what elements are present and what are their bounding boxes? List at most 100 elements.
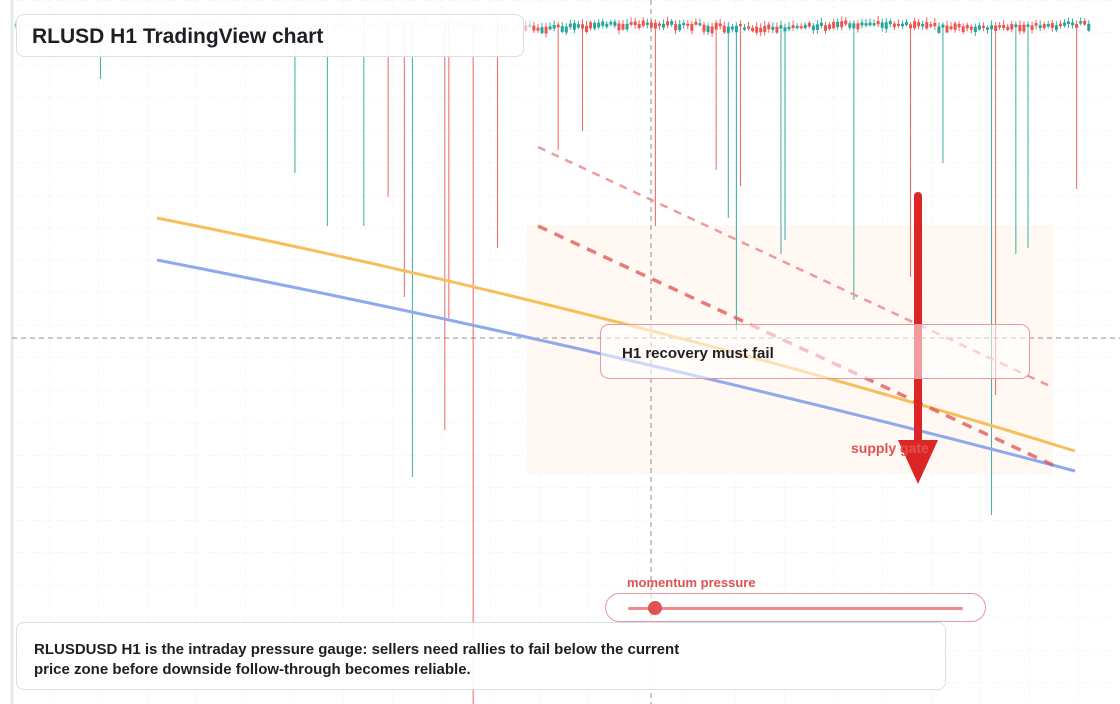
candle-body bbox=[722, 25, 726, 33]
candle-body bbox=[666, 21, 670, 26]
candle-body bbox=[892, 23, 896, 28]
candle-body bbox=[876, 20, 880, 25]
chart-title-panel: RLUSD H1 TradingView chart bbox=[16, 14, 524, 57]
candle-body bbox=[1030, 25, 1034, 31]
candle-body bbox=[662, 23, 665, 28]
candle-body bbox=[576, 24, 580, 28]
ema-fast-line bbox=[156, 216, 1076, 453]
candle-body bbox=[799, 26, 803, 29]
candle-body bbox=[597, 22, 601, 28]
candle-body bbox=[815, 24, 819, 30]
candle-body bbox=[1050, 23, 1054, 28]
candle-body bbox=[564, 26, 568, 33]
candle-body bbox=[795, 25, 799, 29]
candle-body bbox=[807, 22, 811, 27]
candle-body bbox=[540, 27, 544, 34]
candle-body bbox=[905, 22, 908, 25]
candle-body bbox=[568, 23, 572, 28]
candle-body bbox=[868, 22, 872, 26]
candle-body bbox=[625, 23, 629, 30]
candle-body bbox=[714, 22, 718, 30]
candle-body bbox=[678, 24, 682, 31]
candle-body bbox=[811, 25, 815, 31]
candle-body bbox=[803, 24, 807, 29]
candle-body bbox=[1014, 24, 1018, 28]
candle-body bbox=[755, 26, 759, 33]
candle-body bbox=[621, 24, 625, 30]
candle-body bbox=[690, 23, 694, 31]
candle-body bbox=[925, 22, 929, 29]
candle-body bbox=[856, 23, 860, 30]
lower-resistance-line bbox=[537, 224, 1056, 468]
candle-body bbox=[718, 23, 722, 27]
candle-body bbox=[747, 26, 751, 29]
candle-body bbox=[657, 23, 661, 26]
candle-body bbox=[653, 22, 657, 29]
candle-body bbox=[738, 24, 742, 27]
candle-body bbox=[1079, 21, 1083, 24]
candle-body bbox=[998, 25, 1002, 28]
candle-body bbox=[1018, 25, 1022, 32]
candle-body bbox=[645, 22, 649, 26]
candle-body bbox=[828, 24, 832, 29]
candle-body bbox=[896, 23, 900, 27]
candle-body bbox=[787, 26, 791, 30]
candle-body bbox=[759, 27, 763, 33]
candle-body bbox=[601, 21, 605, 26]
candle-body bbox=[840, 21, 844, 28]
candle-body bbox=[1058, 23, 1062, 27]
candle-body bbox=[884, 22, 888, 29]
candle-body bbox=[674, 24, 678, 31]
candle-body bbox=[698, 23, 702, 26]
candle-body bbox=[593, 22, 597, 29]
candle-body bbox=[848, 23, 852, 28]
candle-body bbox=[544, 26, 548, 34]
candle-body bbox=[860, 22, 864, 26]
candle-body bbox=[941, 24, 945, 28]
candle-body bbox=[852, 23, 856, 29]
candle-body bbox=[771, 26, 775, 30]
candle-body bbox=[913, 21, 917, 29]
candle-body bbox=[641, 20, 645, 26]
candle-body bbox=[1002, 24, 1006, 29]
candle-body bbox=[637, 23, 641, 28]
candle-body bbox=[1087, 23, 1091, 31]
candle-body bbox=[730, 26, 734, 30]
candle-body bbox=[953, 23, 957, 30]
momentum-gauge[interactable] bbox=[605, 593, 986, 622]
candle-body bbox=[536, 27, 540, 31]
candle-body bbox=[900, 23, 904, 27]
candle-body bbox=[836, 21, 840, 28]
candle-body bbox=[844, 20, 848, 25]
candle-body bbox=[710, 26, 714, 34]
candle-body bbox=[633, 21, 637, 26]
momentum-label: momentum pressure bbox=[627, 575, 756, 590]
candle-body bbox=[779, 25, 783, 29]
candle-body bbox=[994, 25, 998, 31]
candle-body bbox=[532, 25, 536, 31]
candle-body bbox=[824, 25, 827, 31]
candle-body bbox=[767, 24, 771, 30]
candle-body bbox=[888, 20, 892, 25]
candle-body bbox=[556, 24, 560, 28]
candle-body bbox=[1062, 22, 1066, 26]
momentum-knob[interactable] bbox=[647, 601, 662, 615]
candle-body bbox=[783, 27, 787, 32]
candle-body bbox=[528, 24, 532, 27]
candle-body bbox=[1042, 23, 1046, 29]
summary-text: RLUSDUSD H1 is the intraday pressure gau… bbox=[34, 641, 680, 678]
candle-body bbox=[1010, 24, 1014, 30]
down-arrow-icon bbox=[898, 440, 938, 484]
candle-body bbox=[1067, 21, 1070, 25]
candle-body bbox=[1071, 22, 1075, 26]
candle-body bbox=[743, 27, 746, 30]
candle-body bbox=[990, 25, 994, 30]
page-title: RLUSD H1 TradingView chart bbox=[32, 25, 324, 48]
candle-body bbox=[649, 22, 653, 28]
candle-body bbox=[909, 24, 913, 29]
candle-body bbox=[560, 26, 564, 32]
summary-panel: RLUSDUSD H1 is the intraday pressure gau… bbox=[16, 622, 946, 690]
candle-body bbox=[1083, 20, 1087, 25]
candle-body bbox=[961, 26, 965, 32]
